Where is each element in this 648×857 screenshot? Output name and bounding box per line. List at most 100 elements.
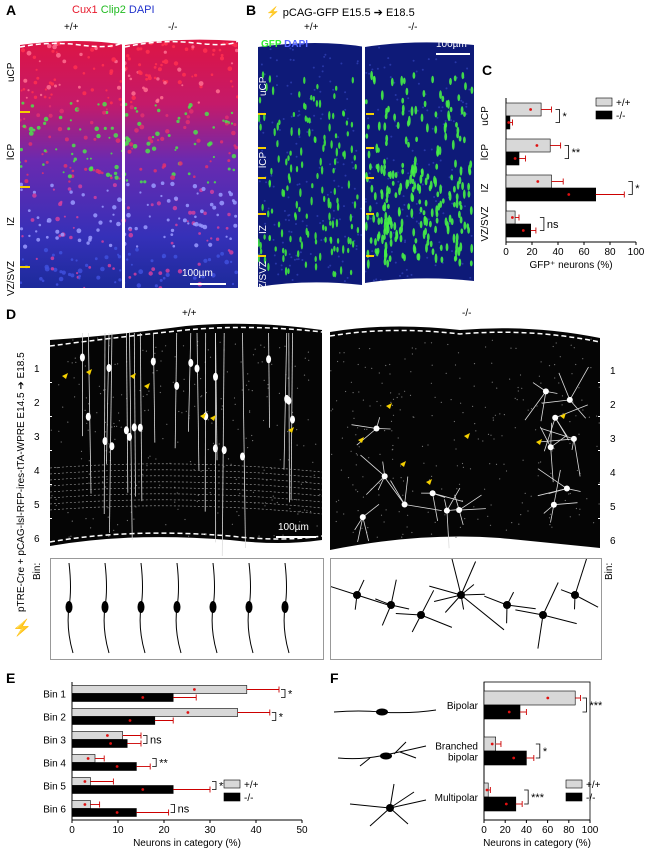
data-point [511, 216, 514, 219]
panel-d-image-wt [50, 318, 322, 556]
data-point [507, 121, 511, 124]
bar-ko [483, 796, 517, 812]
x-tick-label: 20 [158, 825, 170, 836]
x-tick-label: 80 [563, 825, 575, 836]
neuron-tracing [321, 583, 358, 596]
significance-bracket [555, 109, 560, 123]
category-label: bipolar [448, 753, 479, 764]
panel-d-stain-label: RFP [62, 324, 82, 335]
category-label: Bipolar [447, 701, 479, 712]
bin-label-left: 5 [34, 500, 40, 511]
bin-label-left: 4 [34, 466, 40, 477]
x-tick-label: 40 [250, 825, 262, 836]
significance-bracket [281, 689, 286, 698]
bin-tick-left [44, 450, 52, 451]
data-point [546, 696, 550, 700]
bar-wt [71, 731, 123, 740]
panel-b-layer-tick [258, 213, 266, 215]
x-axis-title: Neurons in category (%) [133, 838, 241, 849]
panel-d-genotype-wt: +/+ [182, 308, 197, 319]
arrowhead-icon [144, 383, 150, 389]
panel-a-image [20, 33, 238, 288]
significance-label: ns [150, 735, 162, 747]
significance-bracket [143, 735, 148, 744]
panel-b-construct: ⚡ pCAG-GFP E15.5 ➔ E18.5 [266, 6, 415, 19]
bar-wt [483, 736, 496, 752]
x-axis-title: GFP⁺ neurons (%) [529, 260, 612, 271]
panel-d-arrow-icon: ➔ [16, 381, 27, 390]
category-label: IZ [480, 184, 491, 193]
panel-b-layer-iz: IZ [258, 225, 269, 234]
panel-a-genotype-wt: +/+ [64, 22, 79, 33]
neuron-soma [173, 601, 181, 613]
significance-bracket [170, 804, 175, 813]
bar-ko [483, 750, 527, 766]
neuron-soma [387, 601, 395, 609]
legend-label: +/+ [616, 98, 631, 109]
bar-wt [71, 800, 91, 809]
bar-wt [71, 708, 238, 717]
clip2-label: Clip2 [100, 4, 126, 16]
panel-f-morphologies [333, 708, 437, 827]
legend-swatch [223, 779, 241, 789]
bin-tick-right [598, 552, 606, 553]
neuron-tracing [420, 590, 435, 616]
panel-d-ko-neurons [330, 318, 600, 556]
data-point [86, 757, 90, 760]
significance-label: ** [159, 758, 168, 770]
significance-label: ns [547, 219, 559, 231]
arrowhead-icon [386, 403, 392, 409]
bin-label-right: 4 [610, 468, 616, 479]
bin-tick-right [598, 382, 606, 383]
panel-b-layer-tick [258, 177, 266, 179]
neuron-tracing [484, 595, 508, 606]
significance-bracket [152, 758, 157, 767]
x-tick-label: 40 [521, 825, 533, 836]
x-tick-label: 0 [481, 825, 487, 836]
arrowhead-icon [130, 373, 136, 379]
electroporation-bolt-icon-d: ⚡ [12, 620, 32, 637]
arrowhead-icon [86, 369, 92, 375]
panel-a-cortex-image [20, 33, 238, 288]
bin-tick-right [598, 484, 606, 485]
bin-label-left: 6 [34, 534, 40, 545]
legend-label: -/- [586, 793, 595, 804]
neuron-soma [209, 601, 217, 613]
significance-label: ** [219, 781, 228, 793]
significance-label: ns [178, 804, 190, 816]
x-tick-label: 0 [503, 247, 509, 258]
neuron-soma [137, 601, 145, 613]
significance-label: * [563, 111, 568, 123]
data-point [536, 180, 540, 183]
panel-a-scalebar [190, 283, 226, 285]
bin-tick-left [44, 416, 52, 417]
panel-b-image [258, 35, 474, 295]
panel-d-scalebar-label: 100µm [278, 522, 309, 533]
legend-swatch [565, 779, 583, 789]
panel-d-image-ko [330, 318, 600, 556]
arrowhead-icon [536, 439, 542, 445]
category-label: Bin 4 [43, 759, 66, 770]
panel-d-bin-label-left: Bin: [32, 562, 43, 580]
panel-b-end-age: E18.5 [385, 7, 415, 19]
data-point [521, 229, 525, 232]
panel-d-bin-label-right: Bin: [604, 562, 615, 580]
panel-a-layer-lcp: lCP [6, 143, 17, 160]
arrowhead-icon [358, 437, 364, 443]
data-point [513, 157, 517, 160]
x-tick-label: 60 [542, 825, 554, 836]
multipolar-soma [386, 804, 394, 812]
arrowhead-icon [464, 433, 470, 439]
panel-b-layer-tick [258, 113, 266, 115]
significance-bracket [535, 743, 541, 759]
category-label: Bin 3 [43, 736, 66, 747]
neuron-tracing [356, 594, 393, 607]
legend-swatch [595, 110, 613, 120]
bar-ko [71, 716, 156, 725]
panel-d-ko-tracings [321, 547, 599, 649]
data-point [141, 788, 145, 791]
significance-label: * [635, 183, 640, 195]
neuron-tracing [390, 579, 397, 606]
bin-label-right: 3 [610, 434, 616, 445]
bin-label-left: 3 [34, 432, 40, 443]
